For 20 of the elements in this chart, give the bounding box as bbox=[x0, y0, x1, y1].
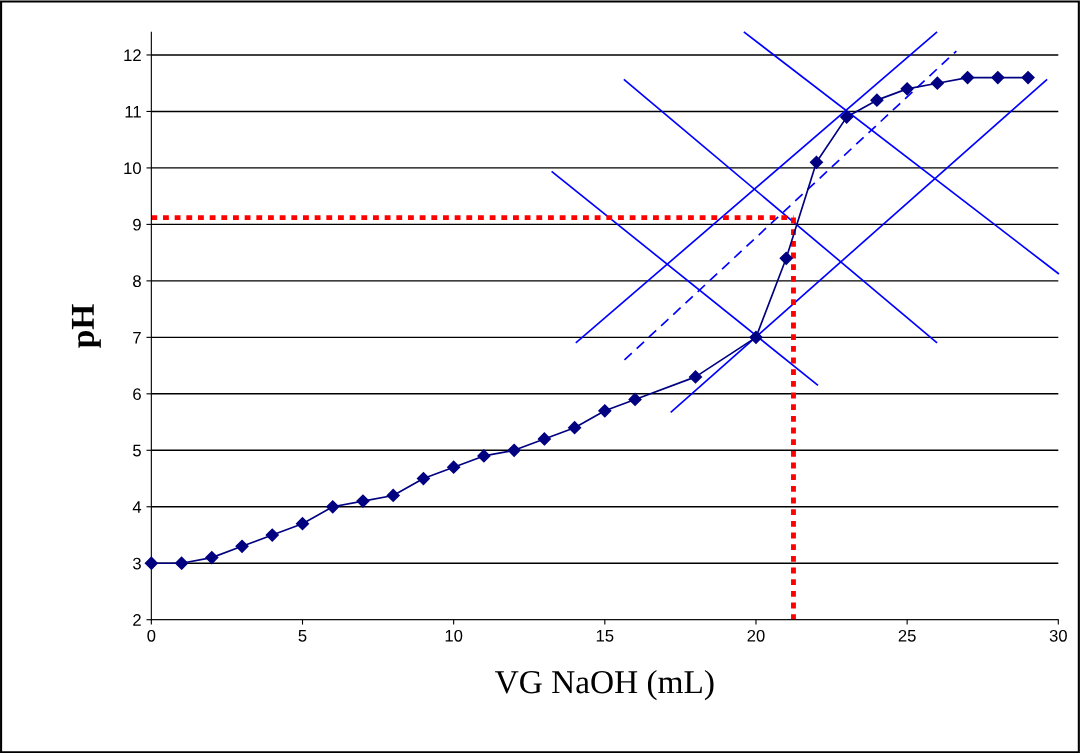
y-tick-label: 2 bbox=[133, 614, 141, 626]
x-tick-label: 15 bbox=[596, 630, 614, 642]
y-tick-label: 7 bbox=[133, 331, 141, 344]
y-axis-title: pH bbox=[71, 304, 101, 348]
y-tick-label: 3 bbox=[132, 557, 141, 570]
y-tick-label: 9 bbox=[133, 218, 141, 231]
x-tick-label: 0 bbox=[147, 629, 156, 642]
x-tick-label: 25 bbox=[898, 629, 916, 642]
y-tick-label: 12 bbox=[124, 49, 141, 62]
x-axis-title: VG NaOH (mL) bbox=[495, 669, 714, 701]
y-tick-label: 6 bbox=[133, 388, 141, 401]
x-tick-label: 5 bbox=[298, 630, 307, 642]
y-tick-label: 8 bbox=[133, 275, 141, 288]
y-tick-label: 11 bbox=[125, 106, 141, 118]
x-tick-label: 20 bbox=[747, 629, 765, 642]
y-tick-label: 5 bbox=[133, 444, 141, 457]
y-tick-label: 4 bbox=[132, 501, 142, 513]
y-tick-label: 10 bbox=[124, 162, 141, 175]
x-tick-label: 30 bbox=[1049, 629, 1067, 642]
x-tick-label: 10 bbox=[445, 629, 463, 642]
